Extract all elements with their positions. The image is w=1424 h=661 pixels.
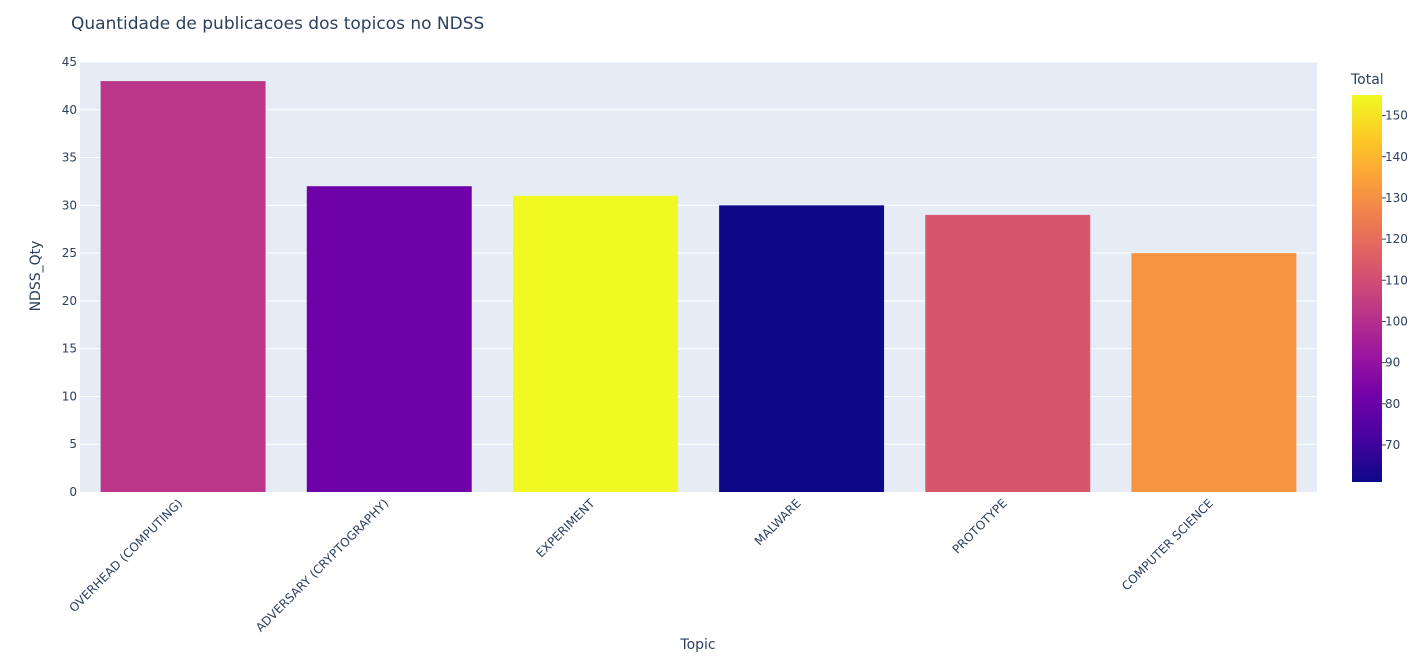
bar-3 [512,195,678,492]
gridlines [80,61,1317,445]
y-tick-label: 0 [69,485,77,499]
colorbar-gradient [1352,95,1382,482]
y-axis-ticks: 0 5 10 15 20 25 30 35 40 45 [62,55,77,499]
bar-1 [100,81,266,492]
x-tick-label: OVERHEAD (COMPUTING) [66,496,185,615]
y-tick-label: 45 [62,55,77,69]
bar-2 [306,186,472,492]
colorbar-tick-label: 130 [1385,191,1408,205]
y-tick-label: 35 [62,151,77,165]
x-tick-label: EXPERIMENT [533,496,598,561]
x-axis-title: Topic [679,637,715,653]
y-tick-label: 15 [62,342,77,356]
bar-6 [1131,253,1297,492]
colorbar-tick-label: 150 [1385,109,1408,123]
colorbar-tick-label: 140 [1385,150,1408,164]
y-tick-label: 25 [62,246,77,260]
chart-title: Quantidade de publicacoes dos topicos no… [71,14,484,34]
y-tick-label: 20 [62,294,77,308]
colorbar-tick-label: 100 [1385,314,1408,328]
colorbar-tick-label: 120 [1385,232,1408,246]
y-tick-label: 30 [62,198,77,212]
colorbar-title: Total [1350,72,1384,88]
x-tick-label: PROTOTYPE [950,496,1010,556]
bar-4 [719,205,885,493]
colorbar: Total 70 80 90 100 110 120 130 140 150 [1350,72,1408,482]
x-tick-label: COMPUTER SCIENCE [1119,496,1216,593]
y-axis-title: NDSS_Qty [28,241,44,312]
bars [100,81,1297,493]
y-tick-label: 5 [69,437,77,451]
x-axis-ticks: OVERHEAD (COMPUTING) ADVERSARY (CRYPTOGRA… [66,496,1216,635]
y-tick-label: 10 [62,389,77,403]
x-tick-label: MALWARE [752,496,804,548]
colorbar-tick-label: 110 [1385,273,1408,287]
colorbar-tick-label: 70 [1385,438,1400,452]
colorbar-ticks: 70 80 90 100 110 120 130 140 150 [1382,109,1408,452]
x-tick-label: ADVERSARY (CRYPTOGRAPHY) [253,496,391,634]
plot-area [80,62,1317,492]
bar-5 [925,214,1091,492]
y-tick-label: 40 [62,103,77,117]
colorbar-tick-label: 90 [1385,356,1400,370]
colorbar-tick-label: 80 [1385,397,1400,411]
